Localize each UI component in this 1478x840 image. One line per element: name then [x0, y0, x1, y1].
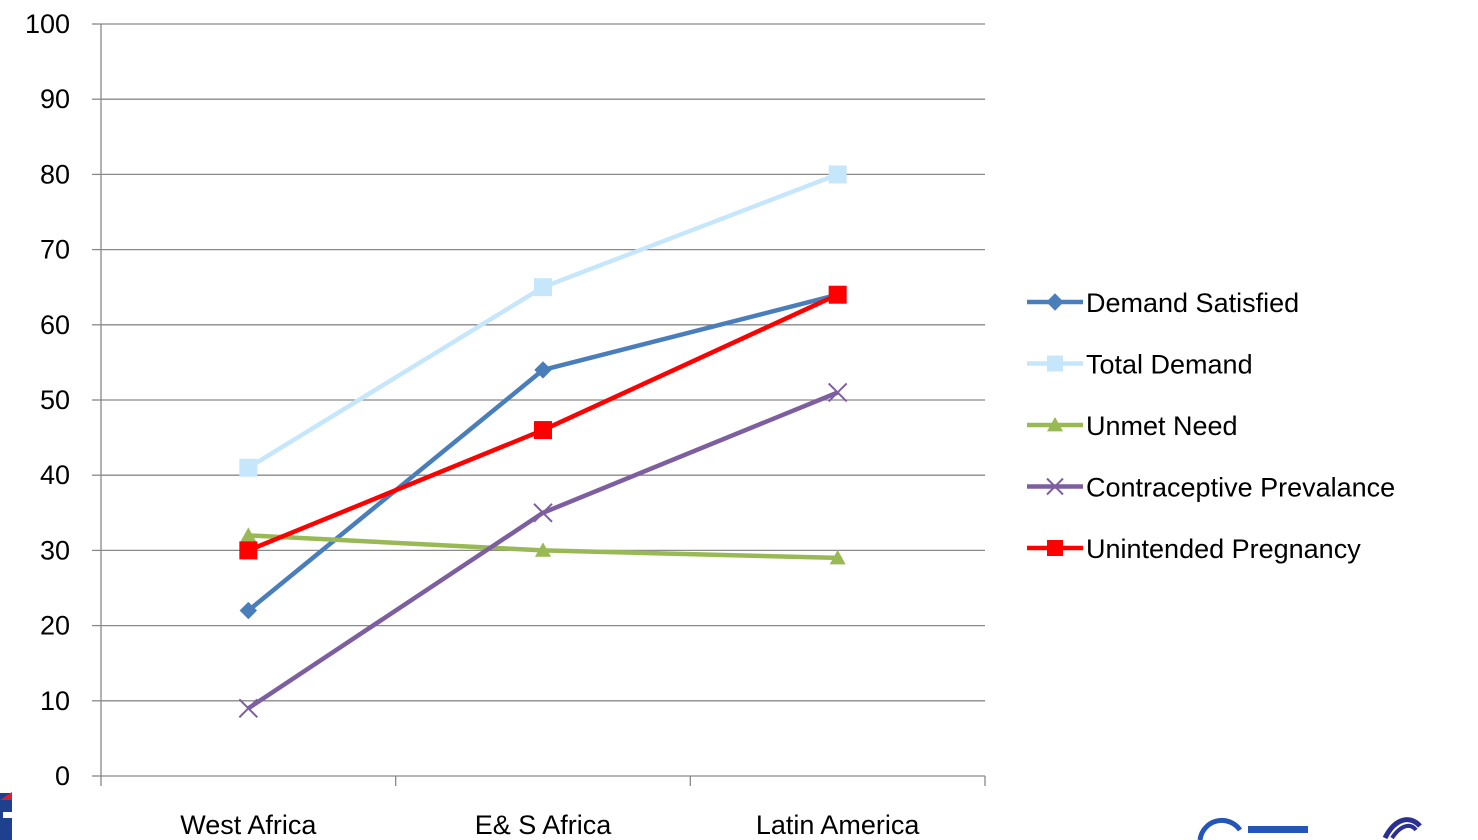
- data-point: [240, 527, 257, 542]
- legend-item: Total Demand: [1027, 350, 1253, 380]
- data-point: [239, 541, 258, 560]
- data-point: [1047, 417, 1063, 432]
- y-tick-label: 70: [40, 235, 70, 265]
- series-3: [238, 382, 848, 719]
- y-tick-label: 10: [40, 686, 70, 716]
- y-tick-label: 90: [40, 84, 70, 114]
- x-tick-label: E& S Africa: [475, 810, 613, 840]
- legend-item: Demand Satisfied: [1027, 288, 1299, 318]
- data-point: [1046, 477, 1064, 496]
- data-point: [828, 285, 847, 304]
- y-tick-label: 20: [40, 611, 70, 641]
- data-point: [828, 165, 847, 184]
- data-point: [534, 361, 552, 379]
- legend-label: Demand Satisfied: [1086, 288, 1299, 318]
- y-tick-label: 100: [25, 9, 70, 39]
- series-group: [238, 165, 848, 719]
- data-point: [1047, 355, 1063, 372]
- data-point: [238, 698, 259, 719]
- flag-logo: [0, 792, 12, 840]
- series-line: [246, 292, 839, 613]
- y-tick-label: 80: [40, 159, 70, 189]
- legend-label: Total Demand: [1086, 350, 1253, 380]
- y-axis-ticks: 0 10 20 30 40 50 60 70 80 90 100: [25, 9, 101, 791]
- data-point: [1046, 293, 1064, 311]
- series-4: [239, 285, 847, 560]
- legend-item: Unintended Pregnancy: [1027, 534, 1361, 564]
- legend: Demand Satisfied Total Demand Unmet Need Co…: [1027, 288, 1395, 564]
- x-tick-label: Latin America: [756, 810, 921, 840]
- series-0: [239, 286, 847, 620]
- y-tick-label: 0: [55, 761, 70, 791]
- legend-label: Unmet Need: [1086, 411, 1238, 441]
- data-point: [239, 458, 258, 477]
- series-1: [239, 165, 847, 477]
- data-point: [535, 542, 551, 557]
- data-point: [534, 421, 552, 440]
- legend-label: Unintended Pregnancy: [1086, 534, 1361, 564]
- data-point: [827, 382, 848, 403]
- legend-item: Contraceptive Prevalance: [1027, 473, 1395, 503]
- x-axis-ticks: West Africa E& S Africa Latin America: [100, 776, 986, 840]
- data-point: [239, 601, 258, 620]
- series-2: [240, 527, 846, 565]
- y-tick-label: 40: [40, 460, 70, 490]
- y-tick-label: 50: [40, 385, 70, 415]
- y-tick-label: 30: [40, 535, 70, 565]
- legend-label: Contraceptive Prevalance: [1086, 473, 1395, 503]
- legend-item: Unmet Need: [1027, 411, 1238, 441]
- y-tick-label: 60: [40, 310, 70, 340]
- org-logo: [1197, 817, 1422, 840]
- x-tick-label: West Africa: [180, 810, 317, 840]
- data-point: [829, 549, 846, 565]
- data-point: [533, 503, 553, 523]
- data-point: [534, 278, 552, 297]
- data-point: [1047, 540, 1063, 556]
